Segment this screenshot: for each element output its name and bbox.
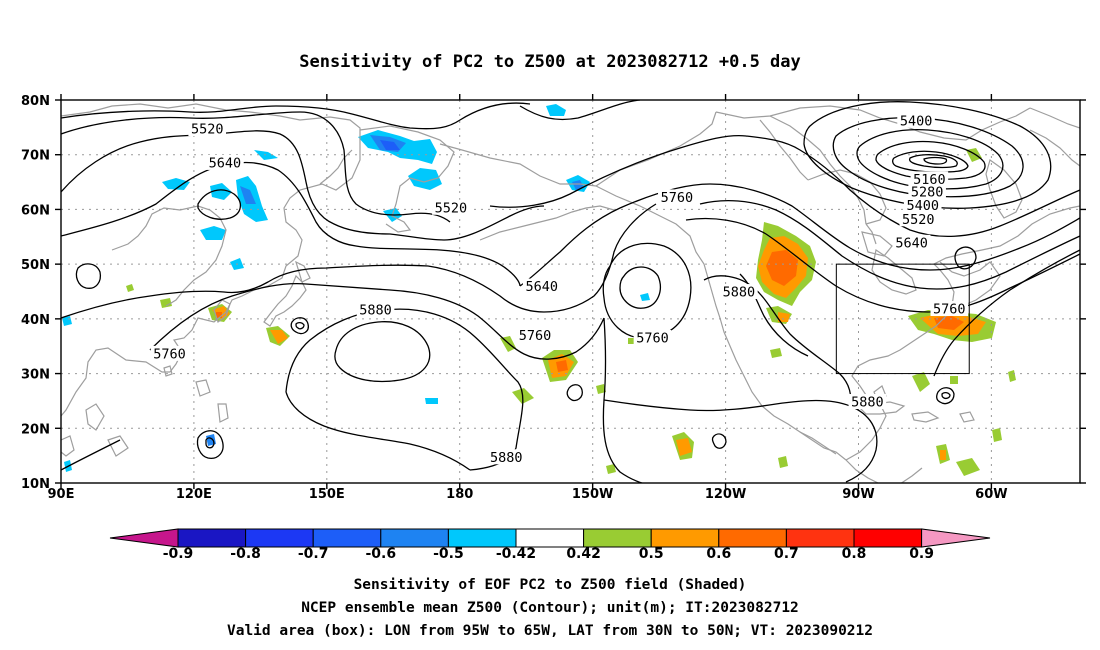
contour-label: 5520 [902,212,935,228]
colorbar-label: 0.42 [566,546,601,562]
colorbar-segment [515,528,585,548]
colorbar-label: 0.5 [639,546,664,562]
contour-label: 5520 [435,200,468,216]
longitude-label: 90W [842,487,874,502]
contour-label: 5760 [636,331,669,347]
colorbar-label: -0.7 [298,546,329,562]
colorbar-segment [312,528,382,548]
graticule [61,100,1080,483]
colorbar-segment [177,528,247,548]
contour-label-bg [897,112,935,128]
longitude-label: 60W [975,487,1007,502]
contour-label-bg [633,330,672,346]
colorbar-segment [380,528,449,548]
longitude-label: 150W [572,487,613,502]
colorbar-segment [853,528,923,548]
contour-label: 5160 [913,172,946,188]
map-frame [60,99,1081,484]
latitude-label: 50N [21,258,50,273]
latitude-label: 80N [21,94,50,109]
contour-label: 5880 [359,303,392,319]
colorbar-max-arrow [921,528,991,548]
contour-label-bg [206,154,244,170]
latitude-label: 10N [21,477,50,492]
colorbar-label: -0.5 [433,546,464,562]
contour-label: 5640 [209,155,242,171]
contour-label-bg [487,449,526,465]
latitude-label: 30N [21,368,50,383]
contour-label-bg [903,197,942,213]
colorbar-label: 0.7 [774,546,799,562]
longitude-label: 120E [176,487,212,502]
figure-title: Sensitivity of PC2 to Z500 at 2023082712… [299,52,801,72]
contour-label: 5760 [933,302,966,318]
colorbar-segment [785,528,855,548]
contour-label-bg [892,234,931,250]
sensitivity-shading [62,104,1016,476]
footer-line-1: Sensitivity of EOF PC2 to Z500 field (Sh… [354,577,747,593]
axis-ticks [55,94,1086,489]
map-panel: 5520564055205400516052805400552056405760… [61,100,1080,483]
colorbar-label: -0.9 [163,546,194,562]
colorbar-segment [583,528,652,548]
longitude-label: 150E [309,487,345,502]
longitude-labels: 90E 120E 150E 180 150W 120W 90W 60W [48,487,1008,502]
contour-label-bg [658,189,696,205]
contour-label-bg [908,183,946,199]
contour-label-bg [720,284,758,300]
colorbar-segment [718,528,787,548]
contour-label: 5520 [191,121,224,137]
longitude-label: 180 [446,487,473,502]
latitude-label: 60N [21,203,50,218]
contour-label: 5280 [911,184,944,200]
contour-label: 5640 [525,279,558,295]
contour-label-bg [150,345,189,361]
contour-label-bg [522,278,561,294]
contour-label: 5400 [900,113,933,129]
contour-labels: 5520564055205400516052805400552056405760… [150,112,969,466]
colorbar-label: -0.8 [230,546,261,562]
colorbar-segment [245,528,314,548]
contour-label-bg [356,302,395,318]
colorbar-label: 0.6 [706,546,731,562]
contour-label: 5880 [851,395,884,411]
contour-label-bg [848,394,887,410]
contour-label: 5760 [153,346,186,362]
contour-label: 5640 [895,235,928,251]
z500-contours [61,100,1080,483]
longitude-label: 90E [48,487,75,502]
contour-label-bg [432,199,470,215]
colorbar [109,528,991,548]
footer-line-2: NCEP ensemble mean Z500 (Contour); unit(… [301,600,799,616]
contour-label: 5400 [906,198,939,214]
colorbar-segment [650,528,720,548]
contour-label: 5880 [490,450,523,466]
contour-label: 5760 [661,190,694,206]
contour-label-bg [910,171,949,187]
latitude-label: 40N [21,313,50,328]
colorbar-label: -0.42 [496,546,536,562]
valid-area-box [835,263,970,375]
colorbar-label: 0.8 [842,546,867,562]
latitude-label: 20N [21,422,50,437]
contour-label-bg [188,120,227,136]
colorbar-min-arrow [109,528,179,548]
contour-label-bg [516,327,554,343]
colorbar-labels: -0.9 -0.8 -0.7 -0.6 -0.5 -0.42 0.42 0.5 0.6 0.7 0.… [163,546,934,562]
latitude-label: 70N [21,149,50,164]
contour-label-bg [899,211,938,227]
colorbar-label: -0.6 [365,546,396,562]
footer-line-3: Valid area (box): LON from 95W to 65W, L… [227,623,873,639]
contour-label: 5880 [723,285,756,301]
longitude-label: 120W [705,487,746,502]
latitude-labels: 80N 70N 60N 50N 40N 30N 20N 10N [21,94,50,492]
colorbar-segment [447,528,517,548]
colorbar-label: 0.9 [909,546,934,562]
coastlines [61,103,1080,483]
contour-label: 5760 [519,328,552,344]
contour-label-bg [930,301,969,317]
